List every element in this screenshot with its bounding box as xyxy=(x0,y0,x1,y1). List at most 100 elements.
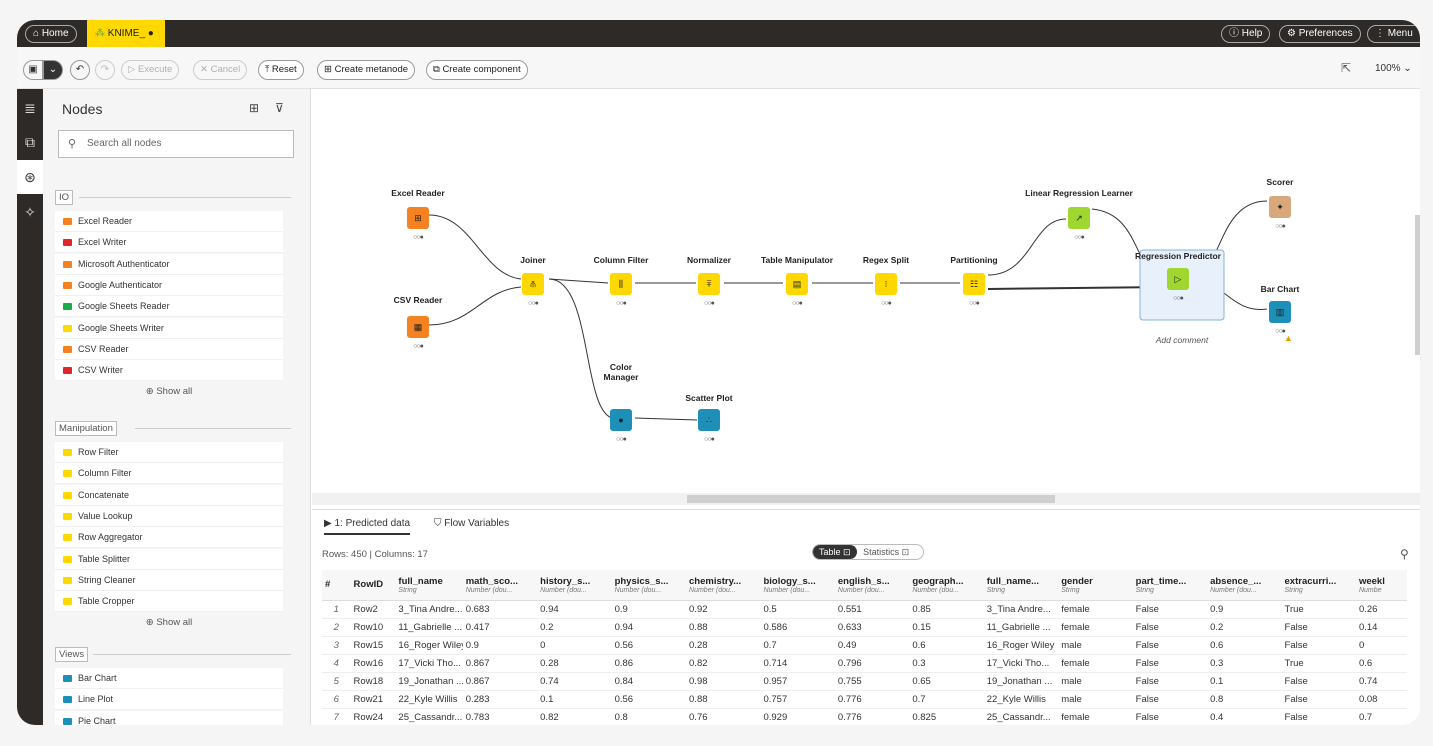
column-header[interactable]: extracurri... String xyxy=(1281,570,1356,601)
column-header[interactable]: # xyxy=(322,570,351,601)
column-header[interactable]: chemistry... Number (dou... xyxy=(686,570,761,601)
scrollbar-thumb[interactable] xyxy=(687,495,1055,503)
csv-reader-node[interactable]: ▦ xyxy=(407,316,429,338)
show-all-button[interactable]: ⊕ Show all xyxy=(145,386,193,398)
column-header[interactable]: part_time... String xyxy=(1132,570,1208,601)
search-input[interactable]: ⚲ Search all nodes xyxy=(58,130,294,158)
node-item[interactable]: Google Sheets Writer xyxy=(55,317,283,339)
table-cell: 0.8 xyxy=(1207,690,1282,709)
column-header[interactable]: geograph... Number (dou... xyxy=(909,570,984,601)
description-icon[interactable]: ≣ xyxy=(24,100,36,116)
node-item[interactable]: Line Plot xyxy=(55,689,283,711)
regression-predictor-node[interactable]: ▷ xyxy=(1167,268,1189,290)
table-cell: 0.929 xyxy=(760,708,835,725)
node-repository-icon[interactable]: ⊛ xyxy=(17,160,43,194)
regex-split-node[interactable]: ⁝ xyxy=(875,273,897,295)
column-header[interactable]: english_s... Number (dou... xyxy=(834,570,910,601)
table-row[interactable]: 1 Row2 3_Tina Andre... 0.683 0.94 0.9 0.92 0.5 0… xyxy=(322,600,1407,619)
search-icon[interactable]: ⚲ xyxy=(1400,547,1409,561)
add-comment-link[interactable]: Add comment xyxy=(1155,335,1209,345)
chevron-down-icon[interactable]: ⌄ xyxy=(43,60,63,80)
joiner-node[interactable]: ⫚ xyxy=(522,273,544,295)
column-filter-node[interactable]: ⫼ xyxy=(610,273,632,295)
column-header[interactable]: physics_s... Number (dou... xyxy=(611,570,687,601)
statistics-view-button[interactable]: Statistics ⊡ xyxy=(863,547,910,557)
home-tab[interactable]: ⌂ Home xyxy=(25,25,77,43)
node-item[interactable]: Microsoft Authenticator xyxy=(55,253,283,275)
create-component-button[interactable]: ⧉ Create component xyxy=(426,60,528,80)
node-item[interactable]: Excel Reader xyxy=(55,211,283,232)
table-cell: 0.56 xyxy=(611,636,687,655)
node-item[interactable]: Table Splitter xyxy=(55,548,283,570)
reset-button[interactable]: ⤒ Reset xyxy=(258,60,304,80)
table-cell: 0.5 xyxy=(760,600,835,619)
normalizer-node[interactable]: ⩱ xyxy=(698,273,720,295)
node-item[interactable]: Row Filter xyxy=(55,442,283,463)
node-item[interactable]: Row Aggregator xyxy=(55,527,283,549)
kai-icon[interactable]: ✧ xyxy=(24,204,36,220)
canvas-vertical-scrollbar-thumb[interactable] xyxy=(1415,215,1420,355)
column-header[interactable]: biology_s... Number (dou... xyxy=(760,570,835,601)
create-metanode-button[interactable]: ⊞ Create metanode xyxy=(317,60,416,80)
tab-predicted-data[interactable]: ▶ 1: Predicted data xyxy=(324,518,411,535)
node-item[interactable]: Value Lookup xyxy=(55,505,283,527)
node-item[interactable]: String Cleaner xyxy=(55,569,283,591)
redo-icon[interactable]: ↷ xyxy=(95,60,115,80)
table-row[interactable]: 2 Row10 11_Gabrielle ... 0.417 0.2 0.94 0.88 0.… xyxy=(322,618,1407,637)
lr-learner-node[interactable]: ↗ xyxy=(1068,207,1090,229)
node-item[interactable]: CSV Writer xyxy=(55,360,283,382)
node-item[interactable]: Google Sheets Reader xyxy=(55,296,283,318)
show-all-button[interactable]: ⊕ Show all xyxy=(145,617,193,629)
space-explorer-icon[interactable]: ⧉ xyxy=(25,134,35,150)
column-header[interactable]: math_sco... Number (dou... xyxy=(462,570,538,601)
grid-view-icon[interactable]: ⊞ xyxy=(249,101,260,115)
pointer-icon[interactable]: ⇱ xyxy=(1341,61,1352,75)
scatter-plot-node[interactable]: ∴ xyxy=(698,409,720,431)
filter-icon[interactable]: ⊽ xyxy=(275,101,284,115)
table-view-button[interactable]: Table ⊡ xyxy=(813,545,857,559)
execute-button[interactable]: ▷ Execute xyxy=(121,60,180,80)
table-row[interactable]: 4 Row16 17_Vicki Tho... 0.867 0.28 0.86 0.82 0.… xyxy=(322,654,1407,673)
help-button[interactable]: ⓘ Help xyxy=(1221,25,1271,43)
table-row[interactable]: 6 Row21 22_Kyle Willis 0.283 0.1 0.56 0.88 0.75… xyxy=(322,690,1407,709)
table-manipulator-node[interactable]: ▤ xyxy=(786,273,808,295)
column-header[interactable]: full_name... String xyxy=(983,570,1059,601)
table-row[interactable]: 7 Row24 25_Cassandr... 0.783 0.82 0.8 0.76 0.92… xyxy=(322,708,1407,725)
undo-icon[interactable]: ↶ xyxy=(70,60,90,80)
preferences-button[interactable]: ⚙ Preferences xyxy=(1279,25,1361,43)
node-item[interactable]: CSV Reader xyxy=(55,338,283,360)
partitioning-node[interactable]: ☷ xyxy=(963,273,985,295)
column-header[interactable]: weekl Numbe xyxy=(1355,570,1407,601)
table-row[interactable]: 5 Row18 19_Jonathan ... 0.867 0.74 0.84 0.98 0.… xyxy=(322,672,1407,691)
table-row[interactable]: 3 Row15 16_Roger Wiley 0.9 0 0.56 0.28 0.7 0.49 0… xyxy=(322,636,1407,655)
table-cell: 0.8 xyxy=(611,708,687,725)
node-item[interactable]: Excel Writer xyxy=(55,232,283,254)
node-item[interactable]: Google Authenticator xyxy=(55,274,283,296)
tab-flow-variables[interactable]: ⛉ Flow Variables xyxy=(434,518,510,529)
excel-reader-node[interactable]: ⊞ xyxy=(407,207,429,229)
zoom-dropdown[interactable]: 100% ⌄ xyxy=(1375,63,1412,74)
node-item[interactable]: Concatenate xyxy=(55,484,283,506)
node-repository-panel: Nodes ⊞ ⊽ ⚲ Search all nodes IO Excel Rea… xyxy=(43,89,332,725)
column-header[interactable]: history_s... Number (dou... xyxy=(537,570,612,601)
save-icon[interactable]: ▣ xyxy=(23,60,43,80)
node-item[interactable]: Column Filter xyxy=(55,463,283,485)
scorer-node[interactable]: ✦ xyxy=(1269,196,1291,218)
table-cell: False xyxy=(1132,600,1208,619)
column-header[interactable]: full_name String xyxy=(395,570,463,601)
node-status-icon: ○○● xyxy=(881,300,892,307)
node-item[interactable]: Table Cropper xyxy=(55,591,283,613)
color-manager-node[interactable]: ● xyxy=(610,409,632,431)
column-header[interactable]: absence_... Number (dou... xyxy=(1207,570,1282,601)
column-header[interactable]: RowID xyxy=(350,570,396,601)
column-header[interactable]: gender String xyxy=(1058,570,1133,601)
table-cell: 0.417 xyxy=(462,618,538,637)
table-cell: False xyxy=(1281,672,1356,691)
cancel-button[interactable]: ✕ Cancel xyxy=(193,60,248,80)
node-item[interactable]: Pie Chart xyxy=(55,710,283,725)
node-item[interactable]: Bar Chart xyxy=(55,668,283,689)
menu-button[interactable]: ⋮ Menu xyxy=(1367,25,1420,43)
workflow-tab[interactable]: ⁂ KNIME_ ● xyxy=(87,20,165,47)
workflow-canvas[interactable]: Excel Reader ⊞ ○○● CSV Reader ▦ ○○● Joiner ⫚ ○○●… xyxy=(312,89,1420,509)
bar-chart-node[interactable]: ▥ xyxy=(1269,301,1291,323)
